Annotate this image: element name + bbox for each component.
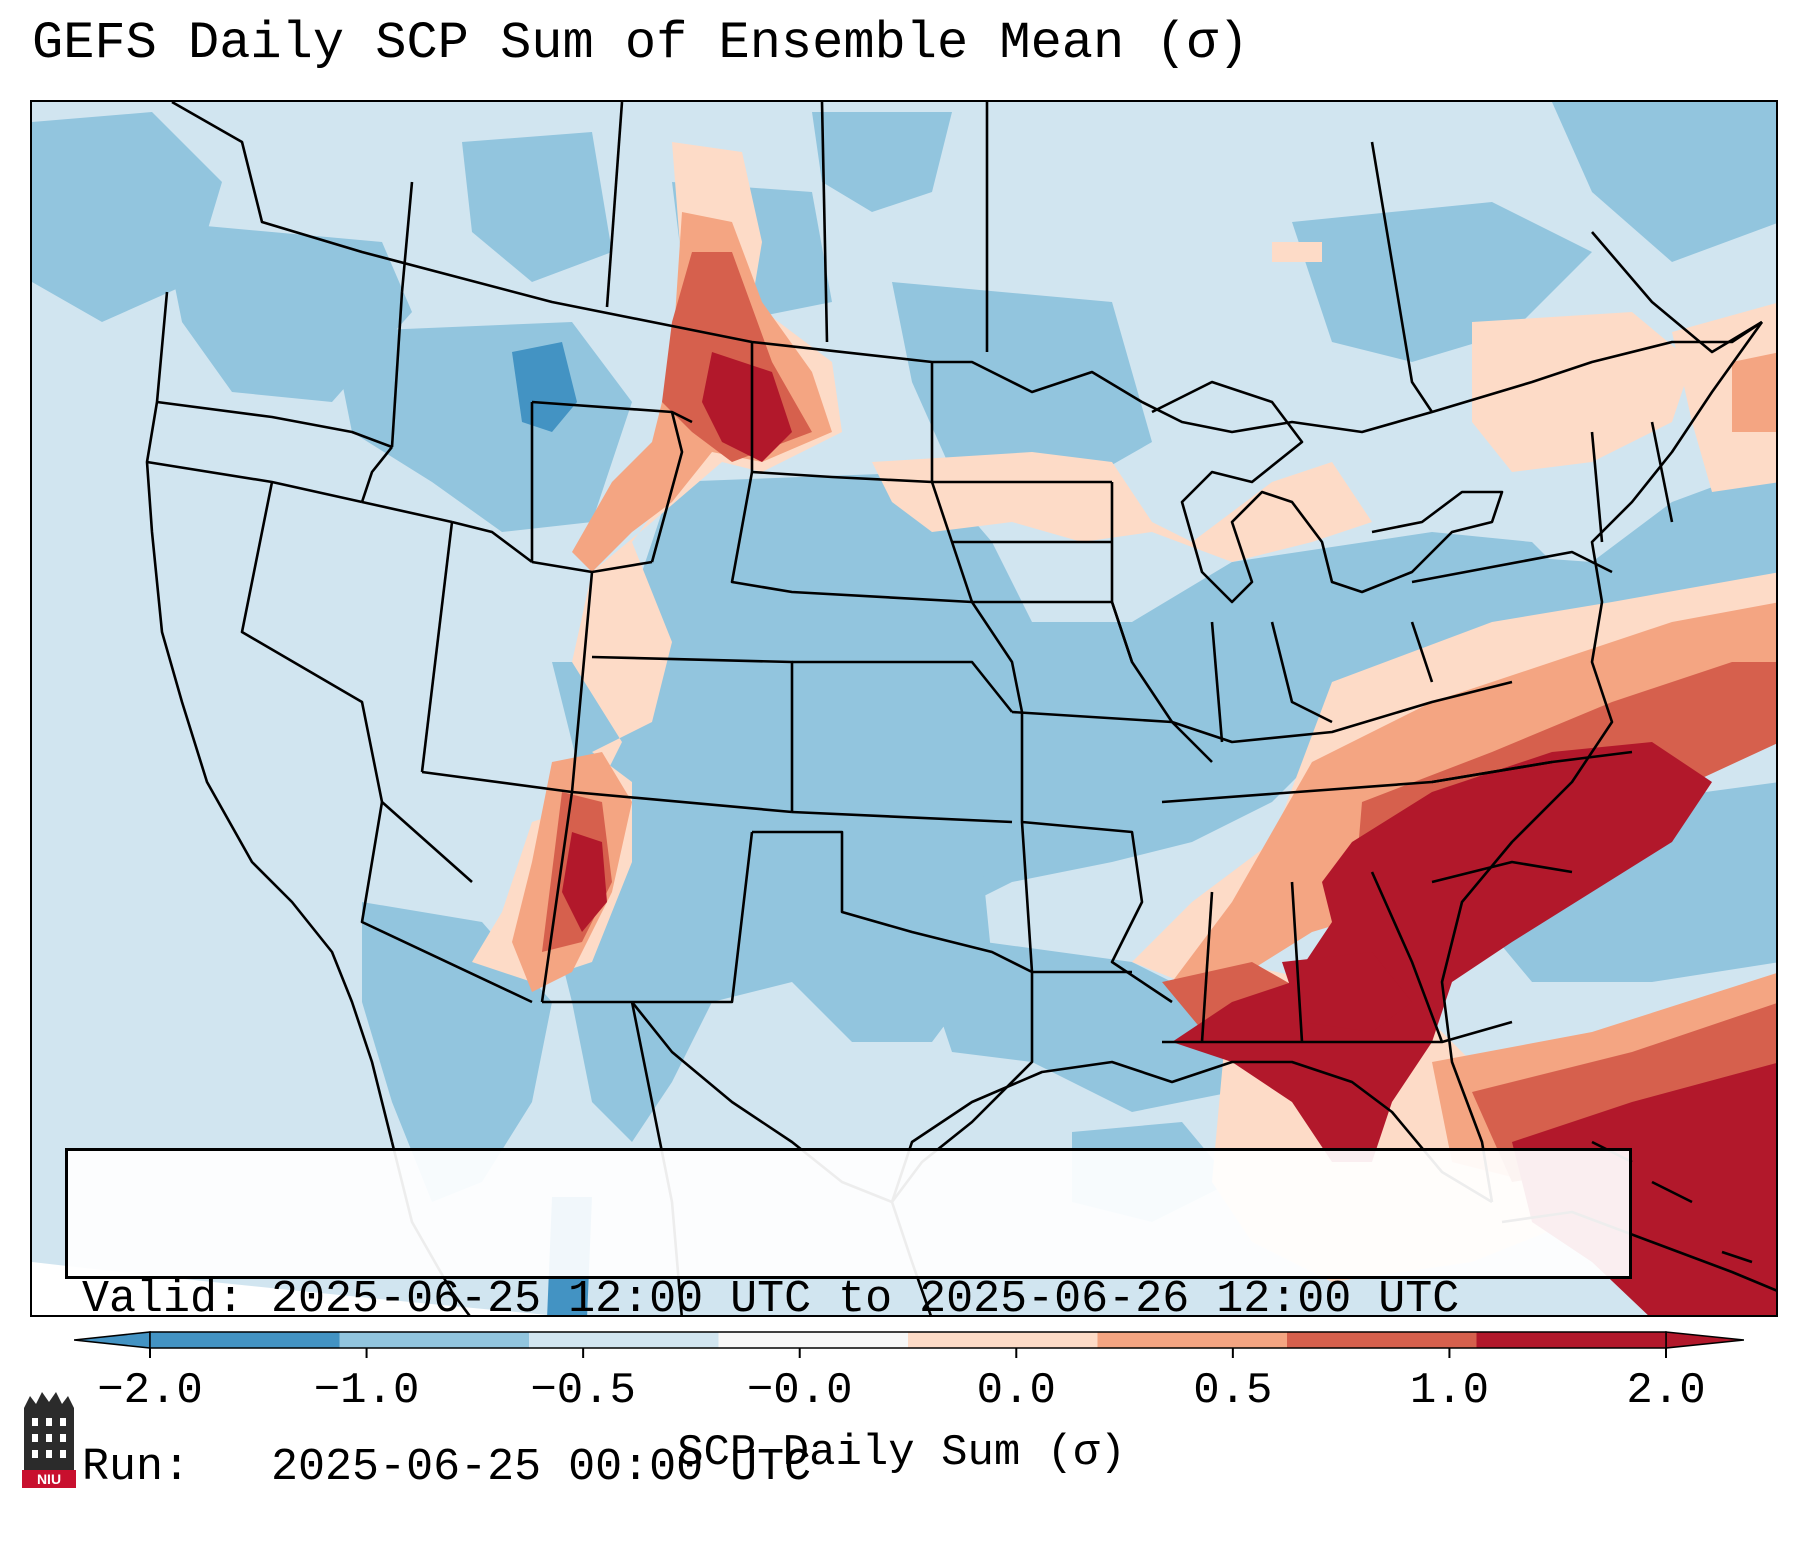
colorbar-segments	[74, 1331, 1744, 1358]
valid-label: Valid:	[82, 1274, 245, 1325]
chart-title: GEFS Daily SCP Sum of Ensemble Mean (σ)	[32, 14, 1249, 73]
colorbar	[74, 1331, 1744, 1358]
colorbar-segment	[908, 1332, 1098, 1348]
run-time: 2025-06-25 00:00 UTC	[271, 1442, 812, 1493]
niu-logo: NIU	[22, 1392, 76, 1488]
colorbar-segment	[529, 1332, 719, 1348]
colorbar-extend-high	[1665, 1331, 1744, 1349]
colorbar-tick-label: 1.0	[1409, 1366, 1490, 1416]
colorbar-title: SCP Daily Sum (σ)	[677, 1428, 1126, 1478]
colorbar-segment	[1287, 1332, 1477, 1348]
colorbar-segment	[1476, 1332, 1667, 1348]
colorbar-tick-label: −1.0	[313, 1366, 420, 1416]
colorbar-tick-label: −0.0	[746, 1366, 853, 1416]
colorbar-tick-label: 0.0	[976, 1366, 1056, 1416]
colorbar-segment	[718, 1332, 909, 1348]
colorbar-segment	[150, 1332, 340, 1348]
colorbar-segment	[1097, 1332, 1288, 1348]
colorbar-tick-label: 2.0	[1626, 1366, 1706, 1416]
valid-line: Valid: 2025-06-25 12:00 UTC to 2025-06-2…	[82, 1272, 1615, 1328]
colorbar-tick-label: −2.0	[97, 1366, 203, 1416]
colorbar-tick-label: 0.5	[1193, 1366, 1273, 1416]
valid-run-box: Valid: 2025-06-25 12:00 UTC to 2025-06-2…	[65, 1148, 1632, 1493]
valid-range: 2025-06-25 12:00 UTC to 2025-06-26 12:00…	[271, 1274, 1460, 1325]
colorbar-extend-low	[74, 1331, 151, 1349]
run-line: Run: 2025-06-25 00:00 UTC	[82, 1440, 1615, 1496]
colorbar-outline	[149, 1331, 1667, 1349]
svg-text:NIU: NIU	[37, 1471, 61, 1487]
run-label: Run:	[82, 1442, 191, 1493]
colorbar-segment	[339, 1332, 530, 1348]
colorbar-tick-label: −0.5	[530, 1366, 636, 1416]
map-panel	[30, 100, 1778, 1317]
map-svg	[32, 102, 1776, 1315]
